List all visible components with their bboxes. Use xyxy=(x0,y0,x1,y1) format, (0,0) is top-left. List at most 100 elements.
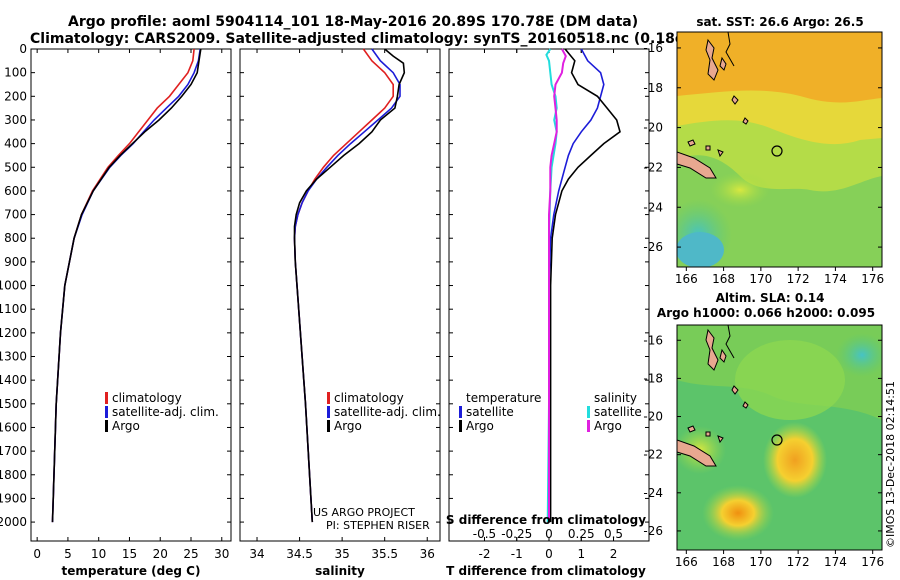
sst-map-title: sat. SST: 26.6 Argo: 26.5 xyxy=(696,15,863,29)
sla-island-chain-2 xyxy=(719,348,749,409)
salinity-legend: climatology satellite-adj. clim. Argo xyxy=(327,391,441,433)
x-tick-label: 0.25 xyxy=(568,527,595,541)
x-tick-label: 15 xyxy=(122,547,137,561)
legend-swatch-satellite xyxy=(105,406,108,418)
sst-loyalty-islands xyxy=(687,139,724,158)
legend-swatch-climatology xyxy=(105,392,108,404)
x-tick-label: 35.5 xyxy=(371,547,398,561)
series-line xyxy=(51,48,201,523)
x-tick-label: 25 xyxy=(183,547,198,561)
legend-swatch-climatology xyxy=(327,392,330,404)
map-x-tick-label: 170 xyxy=(749,555,772,569)
depth-tick-label: 700 xyxy=(4,208,27,222)
depth-tick-label: 2000 xyxy=(0,515,27,529)
map-y-tick-label: -22 xyxy=(643,160,663,174)
legend-label-argo: Argo xyxy=(112,419,140,433)
map-y-tick-label: -20 xyxy=(643,410,663,424)
map-y-tick-label: -24 xyxy=(643,200,663,214)
x-tick-label: 0 xyxy=(33,547,41,561)
map-x-tick-label: 172 xyxy=(787,272,810,286)
depth-tick-label: 1800 xyxy=(0,468,27,482)
x-tick-label: 0 xyxy=(545,527,553,541)
series-line xyxy=(548,48,567,523)
t-difference-axis-label: T difference from climatology xyxy=(446,564,646,578)
map-x-tick-label: 168 xyxy=(712,555,735,569)
sst-coast-north xyxy=(725,32,735,67)
legend-label-argo: Argo xyxy=(334,419,362,433)
sst-new-caledonia xyxy=(677,151,717,179)
map-x-tick-label: 176 xyxy=(861,555,884,569)
salinity-panel xyxy=(239,48,441,542)
depth-tick-label: 0 xyxy=(19,42,27,56)
legend-label-temp-satellite: satellite xyxy=(466,405,514,419)
legend-label-sal-satellite: satellite xyxy=(594,405,642,419)
sst-cyan-patch xyxy=(677,232,724,267)
map-x-tick-label: 168 xyxy=(712,272,735,286)
depth-tick-label: 500 xyxy=(4,160,27,174)
sla-loyalty-islands xyxy=(687,425,724,444)
x-axes: 0 5 10 15 20 25 30 34 34.5 35 35.5 36 -2 -1 0 1 2 -0.5 -0.… xyxy=(33,49,623,561)
legend-label-satellite: satellite-adj. clim. xyxy=(334,405,441,419)
depth-tick-label: 1500 xyxy=(0,397,27,411)
sla-map-ticks: 166 168 170 172 174 176 -16 -18 -20 -22 -24 -26 xyxy=(643,333,884,569)
legend-label-temp-argo: Argo xyxy=(466,419,494,433)
sst-warm-patch xyxy=(710,172,770,208)
depth-tick-label: 900 xyxy=(4,255,27,269)
x-tick-label: 1 xyxy=(577,547,585,561)
series-line xyxy=(51,48,195,523)
depth-tick-label: 1600 xyxy=(0,420,27,434)
salinity-axis-label: salinity xyxy=(315,564,365,578)
sst-map-frame xyxy=(676,31,883,268)
depth-tick-label: 1400 xyxy=(0,373,27,387)
series-line xyxy=(549,48,621,523)
depth-axis: 0 100 200 300 400 500 600 700 800 900 1000 1100 1200… xyxy=(0,42,649,529)
sla-map-frame xyxy=(676,324,883,551)
legend-swatch-argo xyxy=(105,420,108,432)
legend-title-temperature: temperature xyxy=(466,391,541,405)
map-y-tick-label: -18 xyxy=(643,371,663,385)
x-tick-label: 10 xyxy=(91,547,106,561)
depth-tick-label: 1900 xyxy=(0,491,27,505)
profile-lines xyxy=(51,48,621,523)
depth-tick-label: 1200 xyxy=(0,326,27,340)
map-y-tick-label: -24 xyxy=(643,486,663,500)
map-x-tick-label: 172 xyxy=(787,555,810,569)
map-y-tick-label: -26 xyxy=(643,240,663,254)
sla-cyan-patch xyxy=(836,333,882,377)
map-x-tick-label: 170 xyxy=(749,272,772,286)
map-x-tick-label: 174 xyxy=(824,272,847,286)
map-y-tick-label: -22 xyxy=(643,448,663,462)
sla-hot-patch-east xyxy=(763,422,827,498)
sla-island-chain-1 xyxy=(705,328,719,371)
sla-map-subtitle: Argo h1000: 0.066 h2000: 0.095 xyxy=(657,306,875,320)
x-tick-label: 20 xyxy=(153,547,168,561)
x-tick-label: -1 xyxy=(511,547,523,561)
footer-stamp: ©IMOS 13-Dec-2018 02:14:51 xyxy=(884,381,897,548)
x-tick-label: -0.25 xyxy=(501,527,532,541)
legend-label-sal-argo: Argo xyxy=(594,419,622,433)
x-tick-label: 35 xyxy=(334,547,349,561)
header-line2: Climatology: CARS2009. Satellite-adjuste… xyxy=(30,31,748,47)
sla-new-caledonia xyxy=(677,439,717,467)
map-x-tick-label: 174 xyxy=(824,555,847,569)
x-tick-label: 34 xyxy=(249,547,264,561)
map-y-tick-label: -20 xyxy=(643,121,663,135)
credit-pi: PI: STEPHEN RISER xyxy=(326,519,430,532)
legend-swatch-satellite xyxy=(327,406,330,418)
sst-map-ticks: 166 168 170 172 174 176 -16 -18 -20 -22 -24 -26 xyxy=(643,41,884,286)
legend-swatch-temp-argo xyxy=(459,420,462,432)
map-y-tick-label: -26 xyxy=(643,524,663,538)
map-y-tick-label: -18 xyxy=(643,81,663,95)
sla-light-green-patch xyxy=(735,340,845,420)
x-tick-label: 0.5 xyxy=(604,527,623,541)
legend-swatch-argo xyxy=(327,420,330,432)
x-tick-label: -2 xyxy=(478,547,490,561)
legend-swatch-sal-satellite xyxy=(587,406,590,418)
header-line1: Argo profile: aoml 5904114_101 18-May-20… xyxy=(68,14,638,30)
legend-swatch-sal-argo xyxy=(587,420,590,432)
series-line xyxy=(51,48,202,523)
sst-island-chain-2 xyxy=(719,56,749,125)
s-difference-axis-label: S difference from climatology xyxy=(446,513,646,527)
depth-tick-label: 800 xyxy=(4,231,27,245)
